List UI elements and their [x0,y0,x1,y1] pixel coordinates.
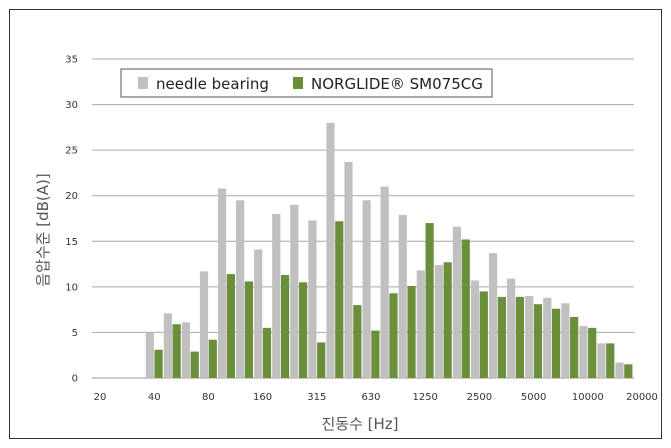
bar-norglide-12500 [606,343,615,378]
chart-frame: 0 5 10 15 20 25 30 35 20 40 80 160 315 630 1250 2500 50… [9,9,662,439]
bar-needle-bearing-1600 [434,264,443,378]
legend-box [120,68,493,98]
bar-needle-bearing-4000 [507,278,516,378]
bar-needle-bearing-2500 [470,280,480,378]
bar-norglide-1600 [443,262,452,378]
bar-needle-bearing-2000 [452,226,462,378]
bar-needle-bearing-160 [254,249,263,378]
bar-norglide-400 [335,221,344,378]
bar-needle-bearing-3150 [488,253,498,378]
legend: needle bearing NORGLIDE® SM075CG [120,68,493,98]
bar-needle-bearing-6300 [543,297,552,378]
bar-norglide-8000 [570,316,579,378]
bar-needle-bearing-500 [344,161,353,378]
legend-label-needle-bearing: needle bearing [156,75,269,93]
bar-norglide-5000 [533,304,543,378]
x-tick-label: 80 [202,392,215,403]
bar-norglide-4000 [515,296,525,378]
bar-norglide-250 [299,282,308,378]
bar-norglide-800 [389,293,398,378]
bar-needle-bearing-400 [326,122,335,378]
bar-needle-bearing-1000 [398,214,407,378]
x-tick-label: 160 [253,392,272,403]
x-tick-label: 40 [148,392,161,403]
bar-needle-bearing-200 [272,213,281,378]
bar-chart: 0 5 10 15 20 25 30 35 20 40 80 160 315 630 1250 2500 50… [34,55,658,434]
x-tick-label: 1250 [412,392,437,403]
bar-needle-bearing-80 [199,271,209,378]
bar-needle-bearing-315 [308,220,317,378]
bar-norglide-1250 [425,223,434,378]
x-tick-labels: 20 40 80 160 315 630 1250 2500 5000 10000 20000 [94,392,658,403]
bar-norglide-10000 [588,327,597,378]
bar-needle-bearing-100 [217,188,227,378]
bar-needle-bearing-10000 [579,326,588,378]
bars [145,122,633,378]
bar-norglide-100 [226,274,235,378]
bar-needle-bearing-8000 [561,303,570,378]
bar-needle-bearing-63 [181,322,191,378]
y-tick-label: 10 [65,282,78,293]
y-tick-label: 15 [65,237,78,248]
y-tick-label: 35 [65,55,78,66]
bar-needle-bearing-16000 [615,362,624,378]
bar-norglide-2000 [461,239,470,378]
bar-norglide-40 [154,349,163,378]
bar-norglide-63 [190,351,199,378]
bar-norglide-500 [353,305,362,378]
bar-needle-bearing-12500 [597,343,606,378]
bar-needle-bearing-5000 [525,295,534,378]
x-tick-label: 315 [307,392,326,403]
bar-needle-bearing-1250 [416,270,425,378]
bar-norglide-16000 [624,364,633,378]
legend-label-norglide: NORGLIDE® SM075CG [311,75,483,93]
x-axis-title: 진동수 [Hz] [321,415,398,433]
bar-needle-bearing-125 [236,200,245,378]
x-tick-label: 20000 [626,392,658,403]
y-tick-labels: 0 5 10 15 20 25 30 35 [65,55,78,385]
y-tick-label: 5 [72,328,78,339]
bar-norglide-2500 [479,291,488,378]
bar-norglide-630 [371,330,380,378]
bar-norglide-3150 [497,296,506,378]
bar-needle-bearing-250 [290,204,299,378]
bar-norglide-50 [172,324,181,378]
bar-norglide-6300 [551,308,561,378]
bar-norglide-160 [262,327,272,378]
bar-needle-bearing-630 [362,200,371,378]
bar-needle-bearing-800 [380,186,389,378]
y-axis-title: 음압수준 [dB(A)] [34,173,52,286]
x-tick-label: 630 [361,392,380,403]
x-tick-label: 10000 [572,392,604,403]
y-tick-label: 25 [65,146,78,157]
x-tick-label: 20 [94,392,107,403]
legend-swatch-norglide [293,77,303,89]
y-tick-label: 30 [65,100,78,111]
bar-needle-bearing-40 [145,332,154,378]
x-tick-label: 5000 [521,392,546,403]
legend-swatch-needle-bearing [138,77,148,89]
x-tick-label: 2500 [467,392,492,403]
bar-norglide-80 [208,339,217,378]
bar-norglide-125 [244,281,254,378]
y-tick-label: 20 [65,191,78,202]
bar-needle-bearing-50 [163,313,172,378]
y-tick-label: 0 [72,374,78,385]
bar-norglide-1000 [407,285,416,378]
bar-norglide-315 [317,342,326,378]
bar-norglide-200 [280,275,290,378]
